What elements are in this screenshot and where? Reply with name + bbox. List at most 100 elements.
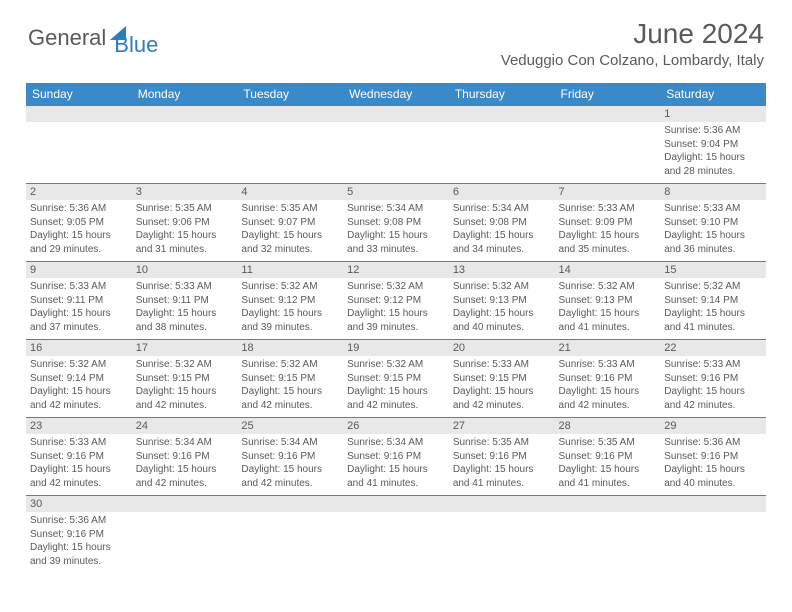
daylight-line: Daylight: 15 hours and 40 minutes. — [453, 307, 551, 334]
day-number: 2 — [26, 184, 132, 200]
sunset-line: Sunset: 9:16 PM — [30, 528, 128, 542]
sunset-line: Sunset: 9:16 PM — [241, 450, 339, 464]
day-number: 17 — [132, 340, 238, 356]
calendar-cell-empty — [449, 106, 555, 184]
sunrise-line: Sunrise: 5:33 AM — [559, 202, 657, 216]
sunrise-line: Sunrise: 5:33 AM — [453, 358, 551, 372]
calendar-cell: 19Sunrise: 5:32 AMSunset: 9:15 PMDayligh… — [343, 340, 449, 418]
day-number — [343, 106, 449, 122]
sunrise-line: Sunrise: 5:32 AM — [241, 280, 339, 294]
day-number: 22 — [660, 340, 766, 356]
calendar-row: 16Sunrise: 5:32 AMSunset: 9:14 PMDayligh… — [26, 340, 766, 418]
sunset-line: Sunset: 9:07 PM — [241, 216, 339, 230]
day-number: 1 — [660, 106, 766, 122]
day-header: Saturday — [660, 83, 766, 106]
daylight-line: Daylight: 15 hours and 41 minutes. — [664, 307, 762, 334]
daylight-line: Daylight: 15 hours and 39 minutes. — [241, 307, 339, 334]
sunrise-line: Sunrise: 5:33 AM — [30, 280, 128, 294]
calendar-cell: 5Sunrise: 5:34 AMSunset: 9:08 PMDaylight… — [343, 184, 449, 262]
calendar-header-row: SundayMondayTuesdayWednesdayThursdayFrid… — [26, 83, 766, 106]
daylight-line: Daylight: 15 hours and 42 minutes. — [30, 385, 128, 412]
day-number: 21 — [555, 340, 661, 356]
sunrise-line: Sunrise: 5:33 AM — [664, 358, 762, 372]
calendar-cell-empty — [343, 496, 449, 574]
calendar-cell: 27Sunrise: 5:35 AMSunset: 9:16 PMDayligh… — [449, 418, 555, 496]
sunrise-line: Sunrise: 5:32 AM — [453, 280, 551, 294]
daylight-line: Daylight: 15 hours and 40 minutes. — [664, 463, 762, 490]
calendar-cell: 24Sunrise: 5:34 AMSunset: 9:16 PMDayligh… — [132, 418, 238, 496]
calendar-cell: 16Sunrise: 5:32 AMSunset: 9:14 PMDayligh… — [26, 340, 132, 418]
day-details: Sunrise: 5:36 AMSunset: 9:04 PMDaylight:… — [660, 122, 766, 180]
day-details: Sunrise: 5:33 AMSunset: 9:11 PMDaylight:… — [132, 278, 238, 336]
calendar-cell-empty — [132, 496, 238, 574]
day-number: 29 — [660, 418, 766, 434]
day-number — [26, 106, 132, 122]
location-subtitle: Veduggio Con Colzano, Lombardy, Italy — [501, 52, 764, 69]
daylight-line: Daylight: 15 hours and 42 minutes. — [136, 385, 234, 412]
sunset-line: Sunset: 9:15 PM — [453, 372, 551, 386]
sunset-line: Sunset: 9:14 PM — [30, 372, 128, 386]
daylight-line: Daylight: 15 hours and 39 minutes. — [347, 307, 445, 334]
sunrise-line: Sunrise: 5:35 AM — [241, 202, 339, 216]
sunset-line: Sunset: 9:16 PM — [664, 450, 762, 464]
sunset-line: Sunset: 9:16 PM — [347, 450, 445, 464]
daylight-line: Daylight: 15 hours and 42 minutes. — [453, 385, 551, 412]
day-details: Sunrise: 5:32 AMSunset: 9:12 PMDaylight:… — [343, 278, 449, 336]
day-details: Sunrise: 5:33 AMSunset: 9:10 PMDaylight:… — [660, 200, 766, 258]
sunrise-line: Sunrise: 5:33 AM — [559, 358, 657, 372]
daylight-line: Daylight: 15 hours and 39 minutes. — [30, 541, 128, 568]
calendar-cell: 29Sunrise: 5:36 AMSunset: 9:16 PMDayligh… — [660, 418, 766, 496]
sunrise-line: Sunrise: 5:32 AM — [241, 358, 339, 372]
calendar-cell: 22Sunrise: 5:33 AMSunset: 9:16 PMDayligh… — [660, 340, 766, 418]
logo-text-blue: Blue — [114, 32, 158, 58]
day-details: Sunrise: 5:33 AMSunset: 9:15 PMDaylight:… — [449, 356, 555, 414]
daylight-line: Daylight: 15 hours and 41 minutes. — [559, 463, 657, 490]
day-details: Sunrise: 5:33 AMSunset: 9:09 PMDaylight:… — [555, 200, 661, 258]
sunset-line: Sunset: 9:16 PM — [559, 450, 657, 464]
daylight-line: Daylight: 15 hours and 42 minutes. — [30, 463, 128, 490]
calendar-table: SundayMondayTuesdayWednesdayThursdayFrid… — [26, 83, 766, 574]
day-header: Wednesday — [343, 83, 449, 106]
sunrise-line: Sunrise: 5:32 AM — [559, 280, 657, 294]
calendar-cell: 7Sunrise: 5:33 AMSunset: 9:09 PMDaylight… — [555, 184, 661, 262]
day-details: Sunrise: 5:34 AMSunset: 9:16 PMDaylight:… — [237, 434, 343, 492]
sunset-line: Sunset: 9:11 PM — [136, 294, 234, 308]
day-details: Sunrise: 5:32 AMSunset: 9:14 PMDaylight:… — [660, 278, 766, 336]
calendar-cell: 12Sunrise: 5:32 AMSunset: 9:12 PMDayligh… — [343, 262, 449, 340]
daylight-line: Daylight: 15 hours and 38 minutes. — [136, 307, 234, 334]
calendar-cell: 18Sunrise: 5:32 AMSunset: 9:15 PMDayligh… — [237, 340, 343, 418]
day-number: 15 — [660, 262, 766, 278]
calendar-row: 1Sunrise: 5:36 AMSunset: 9:04 PMDaylight… — [26, 106, 766, 184]
calendar-cell-empty — [343, 106, 449, 184]
day-number — [555, 496, 661, 512]
day-number: 4 — [237, 184, 343, 200]
calendar-cell: 8Sunrise: 5:33 AMSunset: 9:10 PMDaylight… — [660, 184, 766, 262]
day-details: Sunrise: 5:32 AMSunset: 9:14 PMDaylight:… — [26, 356, 132, 414]
logo-text-general: General — [28, 25, 106, 51]
day-details: Sunrise: 5:34 AMSunset: 9:16 PMDaylight:… — [132, 434, 238, 492]
daylight-line: Daylight: 15 hours and 41 minutes. — [453, 463, 551, 490]
sunrise-line: Sunrise: 5:32 AM — [664, 280, 762, 294]
sunset-line: Sunset: 9:16 PM — [136, 450, 234, 464]
day-number — [132, 106, 238, 122]
day-number: 20 — [449, 340, 555, 356]
calendar-cell: 14Sunrise: 5:32 AMSunset: 9:13 PMDayligh… — [555, 262, 661, 340]
day-header: Sunday — [26, 83, 132, 106]
calendar-cell: 9Sunrise: 5:33 AMSunset: 9:11 PMDaylight… — [26, 262, 132, 340]
day-number — [449, 106, 555, 122]
day-details: Sunrise: 5:32 AMSunset: 9:15 PMDaylight:… — [132, 356, 238, 414]
sunset-line: Sunset: 9:16 PM — [664, 372, 762, 386]
sunrise-line: Sunrise: 5:33 AM — [30, 436, 128, 450]
sunset-line: Sunset: 9:15 PM — [241, 372, 339, 386]
day-number — [449, 496, 555, 512]
sunset-line: Sunset: 9:05 PM — [30, 216, 128, 230]
calendar-cell-empty — [660, 496, 766, 574]
calendar-cell-empty — [555, 496, 661, 574]
calendar-cell-empty — [237, 496, 343, 574]
day-number — [555, 106, 661, 122]
calendar-cell: 2Sunrise: 5:36 AMSunset: 9:05 PMDaylight… — [26, 184, 132, 262]
title-block: June 2024 Veduggio Con Colzano, Lombardy… — [501, 18, 764, 69]
calendar-cell-empty — [237, 106, 343, 184]
day-details: Sunrise: 5:32 AMSunset: 9:12 PMDaylight:… — [237, 278, 343, 336]
day-details: Sunrise: 5:32 AMSunset: 9:15 PMDaylight:… — [343, 356, 449, 414]
